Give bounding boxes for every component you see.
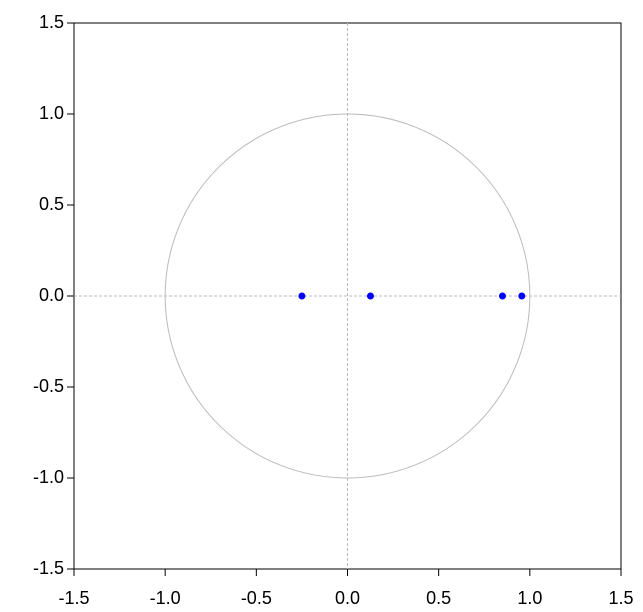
point: [498, 292, 506, 300]
x-tick-label: 0.5: [426, 588, 451, 608]
point: [298, 292, 306, 300]
x-tick-label: -1.0: [150, 588, 181, 608]
point: [518, 292, 526, 300]
x-tick-label: -0.5: [241, 588, 272, 608]
y-tick-label: -1.5: [33, 558, 64, 578]
y-tick-label: 0.5: [39, 194, 64, 214]
y-tick-label: -0.5: [33, 376, 64, 396]
x-tick-label: 1.0: [517, 588, 542, 608]
y-tick-label: 1.5: [39, 12, 64, 32]
y-tick-label: 1.0: [39, 103, 64, 123]
point: [366, 292, 374, 300]
x-tick-label: 0.0: [335, 588, 360, 608]
y-tick-label: -1.0: [33, 467, 64, 487]
x-tick-label: 1.5: [608, 588, 633, 608]
y-tick-label: 0.0: [39, 285, 64, 305]
x-tick-label: -1.5: [58, 588, 89, 608]
